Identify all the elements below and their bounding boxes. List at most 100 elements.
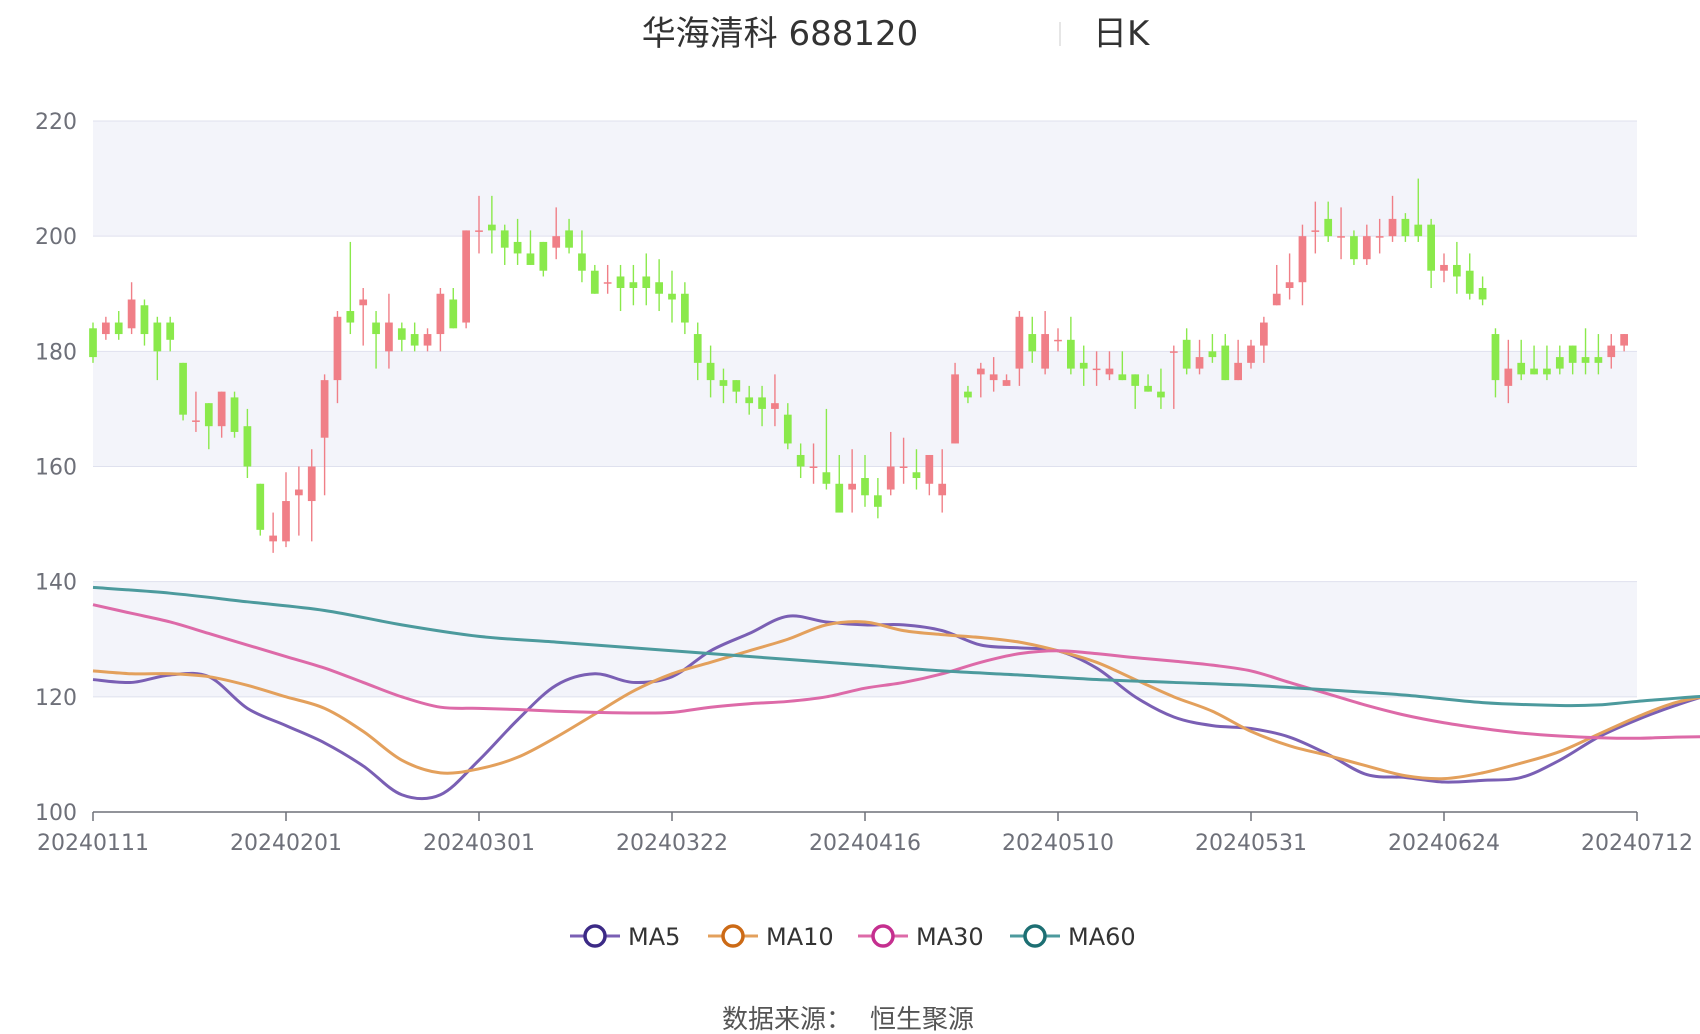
candle-36	[552, 207, 561, 260]
candle-body	[1491, 334, 1500, 381]
candle-body	[127, 299, 136, 329]
candle-body	[1427, 224, 1435, 271]
candle-54	[783, 403, 792, 450]
candle-body	[796, 454, 805, 467]
legend: MA5 MA10 MA30 MA60	[570, 923, 1136, 951]
candle-18	[320, 374, 329, 496]
candle-83	[1157, 368, 1165, 409]
candle-51	[745, 385, 754, 415]
candle-119	[1620, 334, 1628, 352]
candle-31	[488, 195, 496, 254]
candle-88	[1221, 334, 1230, 381]
y-tick-label: 100	[35, 801, 77, 826]
chart-subtitle: 日K	[1093, 14, 1151, 54]
candle-body	[295, 489, 303, 496]
candle-body	[1002, 380, 1011, 386]
candle-65	[925, 454, 934, 496]
candle-body	[385, 322, 393, 352]
candle-34	[526, 230, 535, 265]
legend-item-ma10[interactable]: MA10	[708, 923, 834, 951]
candle-body	[642, 276, 651, 288]
candle-89	[1234, 339, 1242, 381]
candle-63	[899, 437, 908, 484]
candle-body	[1221, 345, 1230, 381]
candle-body	[1041, 334, 1049, 369]
candle-52	[758, 385, 766, 427]
candle-21	[359, 287, 368, 346]
candle-body	[809, 466, 818, 468]
candle-body	[783, 414, 792, 444]
candle-body	[565, 230, 573, 248]
candle-28	[449, 287, 458, 329]
series-ma10-line	[92, 620, 1700, 781]
candle-body	[1285, 282, 1294, 288]
x-tick-label: 20240712	[1581, 831, 1693, 856]
legend-item-ma60[interactable]: MA60	[1010, 923, 1136, 951]
candle-17	[307, 449, 316, 542]
candle-1	[102, 316, 110, 340]
candle-16	[295, 466, 303, 536]
candle-body	[1067, 339, 1075, 369]
candle-body	[693, 334, 702, 363]
candle-61	[874, 478, 882, 519]
candle-112	[1530, 345, 1538, 375]
candle-body	[1131, 374, 1140, 386]
candle-body	[951, 374, 959, 444]
candle-102	[1401, 213, 1410, 242]
candle-body	[1337, 236, 1345, 238]
candle-69	[976, 362, 985, 398]
candle-0	[89, 322, 97, 363]
candle-body	[1401, 218, 1410, 237]
legend-item-ma5[interactable]: MA5	[570, 923, 680, 951]
legend-label: MA30	[916, 923, 984, 951]
candle-103	[1414, 178, 1423, 242]
candle-body	[1453, 264, 1461, 277]
candle-body	[616, 276, 625, 288]
candle-3	[127, 282, 136, 335]
candle-53	[771, 374, 779, 427]
candle-72	[1015, 311, 1024, 386]
candle-104	[1427, 218, 1435, 288]
legend-label: MA60	[1068, 923, 1136, 951]
candle-20	[346, 241, 355, 335]
candle-55	[796, 443, 805, 479]
candle-body	[732, 380, 741, 392]
candle-body	[681, 293, 689, 323]
candle-body	[1144, 385, 1152, 392]
candle-body	[925, 454, 934, 484]
candle-13	[256, 483, 265, 536]
candle-113	[1543, 345, 1551, 381]
x-tick-label: 20240531	[1195, 831, 1307, 856]
candle-92	[1272, 264, 1281, 306]
candle-body	[449, 299, 458, 329]
candle-86	[1195, 339, 1204, 375]
candle-body	[629, 282, 638, 288]
candle-body	[526, 253, 535, 265]
candle-109	[1491, 328, 1500, 398]
candle-107	[1465, 253, 1474, 300]
candle-body	[1555, 357, 1564, 369]
candle-95	[1311, 201, 1320, 254]
y-tick-label: 160	[35, 456, 77, 481]
candle-body	[1247, 345, 1255, 363]
source-label: 数据来源：	[722, 1005, 852, 1034]
candle-body	[462, 230, 470, 323]
grid-band	[93, 581, 1637, 697]
candle-body	[1465, 270, 1474, 294]
candle-96	[1324, 201, 1333, 242]
legend-item-ma30[interactable]: MA30	[858, 923, 984, 951]
candle-body	[397, 328, 406, 340]
candle-45	[668, 270, 676, 323]
candle-2	[114, 311, 123, 340]
candle-44	[655, 259, 663, 312]
candle-30	[475, 195, 483, 254]
candle-body	[410, 334, 419, 346]
candle-body	[590, 270, 599, 294]
candle-47	[693, 322, 702, 381]
candle-body	[1530, 368, 1538, 375]
candle-19	[333, 311, 342, 404]
candle-25	[410, 322, 419, 352]
candle-body	[179, 362, 187, 415]
candle-body	[1311, 230, 1320, 232]
candle-body	[166, 322, 175, 340]
